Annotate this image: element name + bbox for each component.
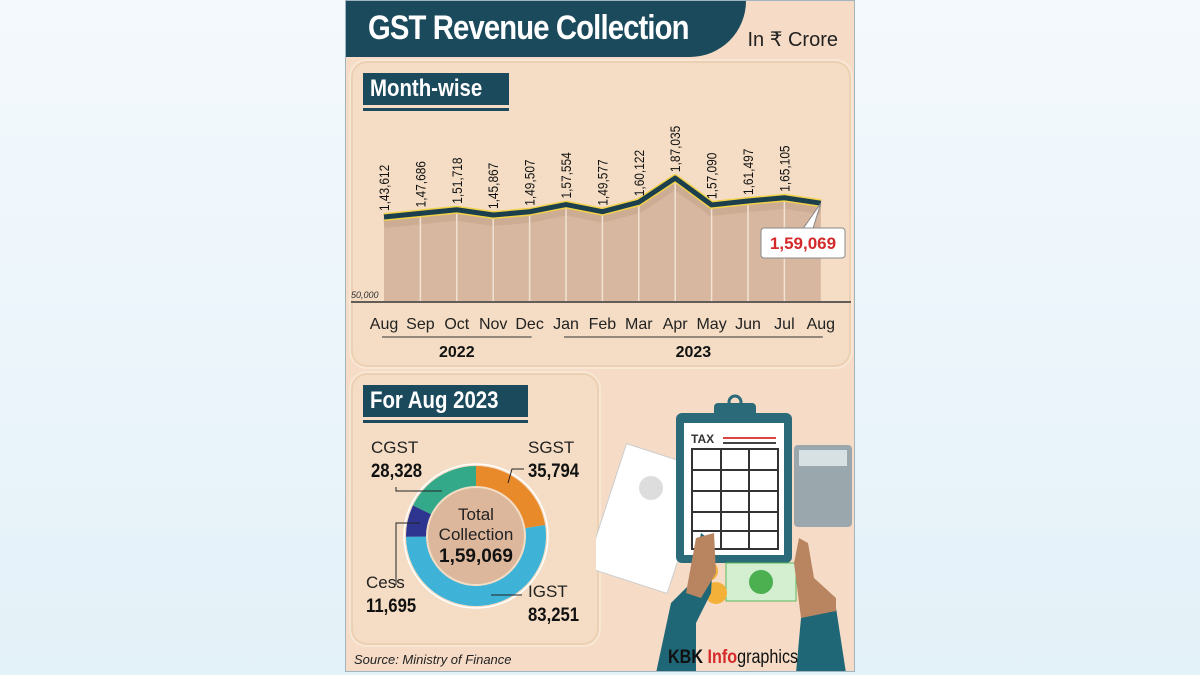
month-label: Jan — [553, 316, 579, 333]
center-label: Collection — [439, 525, 514, 544]
data-label: 1,61,497 — [740, 149, 756, 195]
segment-value: 28,328 — [371, 460, 422, 481]
callout-box — [760, 227, 846, 259]
segment-value: 83,251 — [528, 604, 579, 625]
month-label: Sep — [406, 316, 435, 333]
month-label: Aug — [370, 316, 398, 333]
donut-outline — [403, 463, 549, 609]
chart-line — [383, 175, 822, 220]
brand-logo: KBK Infographics — [668, 647, 799, 668]
month-label: Nov — [479, 316, 507, 333]
segment-value: 35,794 — [528, 460, 579, 481]
month-label: Oct — [444, 316, 469, 333]
calculator-icon — [794, 445, 852, 527]
data-label: 1,47,686 — [412, 161, 428, 207]
monthwise-tag: Month-wise — [363, 73, 509, 108]
segment-value: 11,695 — [366, 595, 416, 616]
month-label: Apr — [663, 316, 689, 333]
month-label: Jun — [735, 316, 761, 333]
highlight-value: 1,59,069 — [770, 234, 836, 253]
data-label: 1,65,105 — [776, 145, 792, 191]
source-note: Source: Ministry of Finance — [354, 652, 512, 667]
data-label: 1,49,507 — [522, 159, 538, 205]
month-label: Mar — [625, 316, 653, 333]
month-label: Aug — [807, 316, 835, 333]
data-label: 1,87,035 — [667, 126, 683, 172]
header-banner: GST Revenue Collection — [346, 1, 746, 57]
year-label: 2023 — [676, 344, 712, 361]
month-label: Jul — [774, 316, 794, 333]
year-label: 2022 — [439, 344, 475, 361]
infographic: GST Revenue Collection In ₹ Crore Month-… — [345, 0, 855, 672]
center-label: Total — [458, 505, 494, 524]
donut-segment-sgst — [476, 466, 546, 529]
leader-line-cess — [395, 522, 420, 585]
hands-icon — [656, 533, 846, 671]
leader-line-cgst — [395, 487, 442, 492]
tax-illustration: TAX — [596, 394, 852, 671]
unit-label: In ₹ Crore — [747, 29, 838, 51]
data-label: 1,57,090 — [704, 153, 720, 199]
data-label: 1,51,718 — [449, 157, 465, 203]
segment-name: CGST — [371, 438, 418, 457]
clipboard-icon: TAX — [676, 394, 792, 563]
data-label: 1,60,122 — [631, 150, 647, 196]
y-baseline-label: 50,000 — [351, 290, 379, 300]
month-label: May — [696, 316, 726, 333]
segment-name: IGST — [528, 582, 568, 601]
clipboard-title: TAX — [691, 432, 714, 446]
center-value: 1,59,069 — [439, 546, 513, 567]
donut-segment-igst — [406, 525, 546, 606]
donut-segment-cess — [406, 505, 432, 537]
breakdown-tag: For Aug 2023 — [363, 385, 529, 420]
month-label: Dec — [515, 316, 543, 333]
page-title: GST Revenue Collection — [368, 9, 690, 47]
data-label: 1,49,577 — [594, 159, 610, 205]
segment-name: Cess — [366, 573, 405, 592]
monthwise-chart: 50,000 1,43,612 Aug 1,47,686 Sep 1,51,718 Oct 1… — [351, 126, 851, 361]
segment-name: SGST — [528, 438, 574, 457]
month-label: Feb — [589, 316, 617, 333]
data-label: 1,45,867 — [485, 163, 501, 209]
leader-line-sgst — [507, 468, 524, 484]
data-label: 1,43,612 — [376, 165, 392, 211]
data-label: 1,57,554 — [558, 152, 574, 198]
donut-center — [428, 488, 524, 584]
donut-segment-cgst — [413, 466, 476, 515]
